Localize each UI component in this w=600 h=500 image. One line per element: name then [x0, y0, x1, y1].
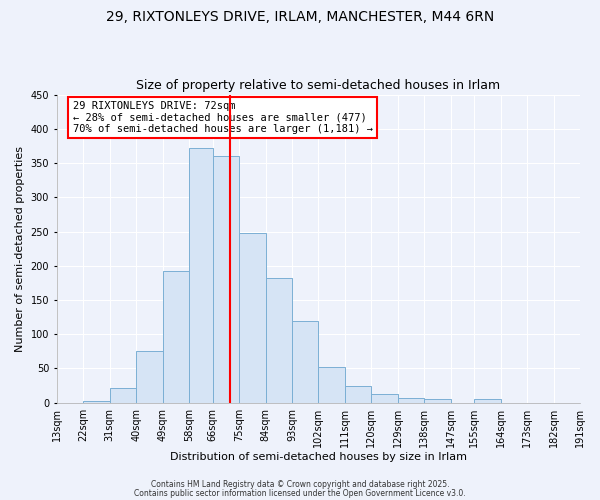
Bar — [212, 156, 239, 402]
Title: Size of property relative to semi-detached houses in Irlam: Size of property relative to semi-detach… — [136, 79, 500, 92]
Text: Contains HM Land Registry data © Crown copyright and database right 2025.: Contains HM Land Registry data © Crown c… — [151, 480, 449, 489]
Text: 29, RIXTONLEYS DRIVE, IRLAM, MANCHESTER, M44 6RN: 29, RIXTONLEYS DRIVE, IRLAM, MANCHESTER,… — [106, 10, 494, 24]
Bar — [292, 320, 319, 402]
Y-axis label: Number of semi-detached properties: Number of semi-detached properties — [15, 146, 25, 352]
Bar — [371, 394, 398, 402]
Text: 29 RIXTONLEYS DRIVE: 72sqm
← 28% of semi-detached houses are smaller (477)
70% o: 29 RIXTONLEYS DRIVE: 72sqm ← 28% of semi… — [73, 100, 373, 134]
Bar — [136, 352, 163, 403]
Bar — [345, 386, 371, 402]
Bar — [319, 367, 345, 402]
Bar — [398, 398, 424, 402]
Bar — [83, 400, 110, 402]
Bar — [239, 233, 266, 402]
Bar — [266, 278, 292, 402]
Bar — [189, 148, 212, 403]
Bar — [110, 388, 136, 402]
X-axis label: Distribution of semi-detached houses by size in Irlam: Distribution of semi-detached houses by … — [170, 452, 467, 462]
Bar — [424, 400, 451, 402]
Bar — [474, 400, 500, 402]
Bar — [163, 271, 189, 402]
Text: Contains public sector information licensed under the Open Government Licence v3: Contains public sector information licen… — [134, 488, 466, 498]
